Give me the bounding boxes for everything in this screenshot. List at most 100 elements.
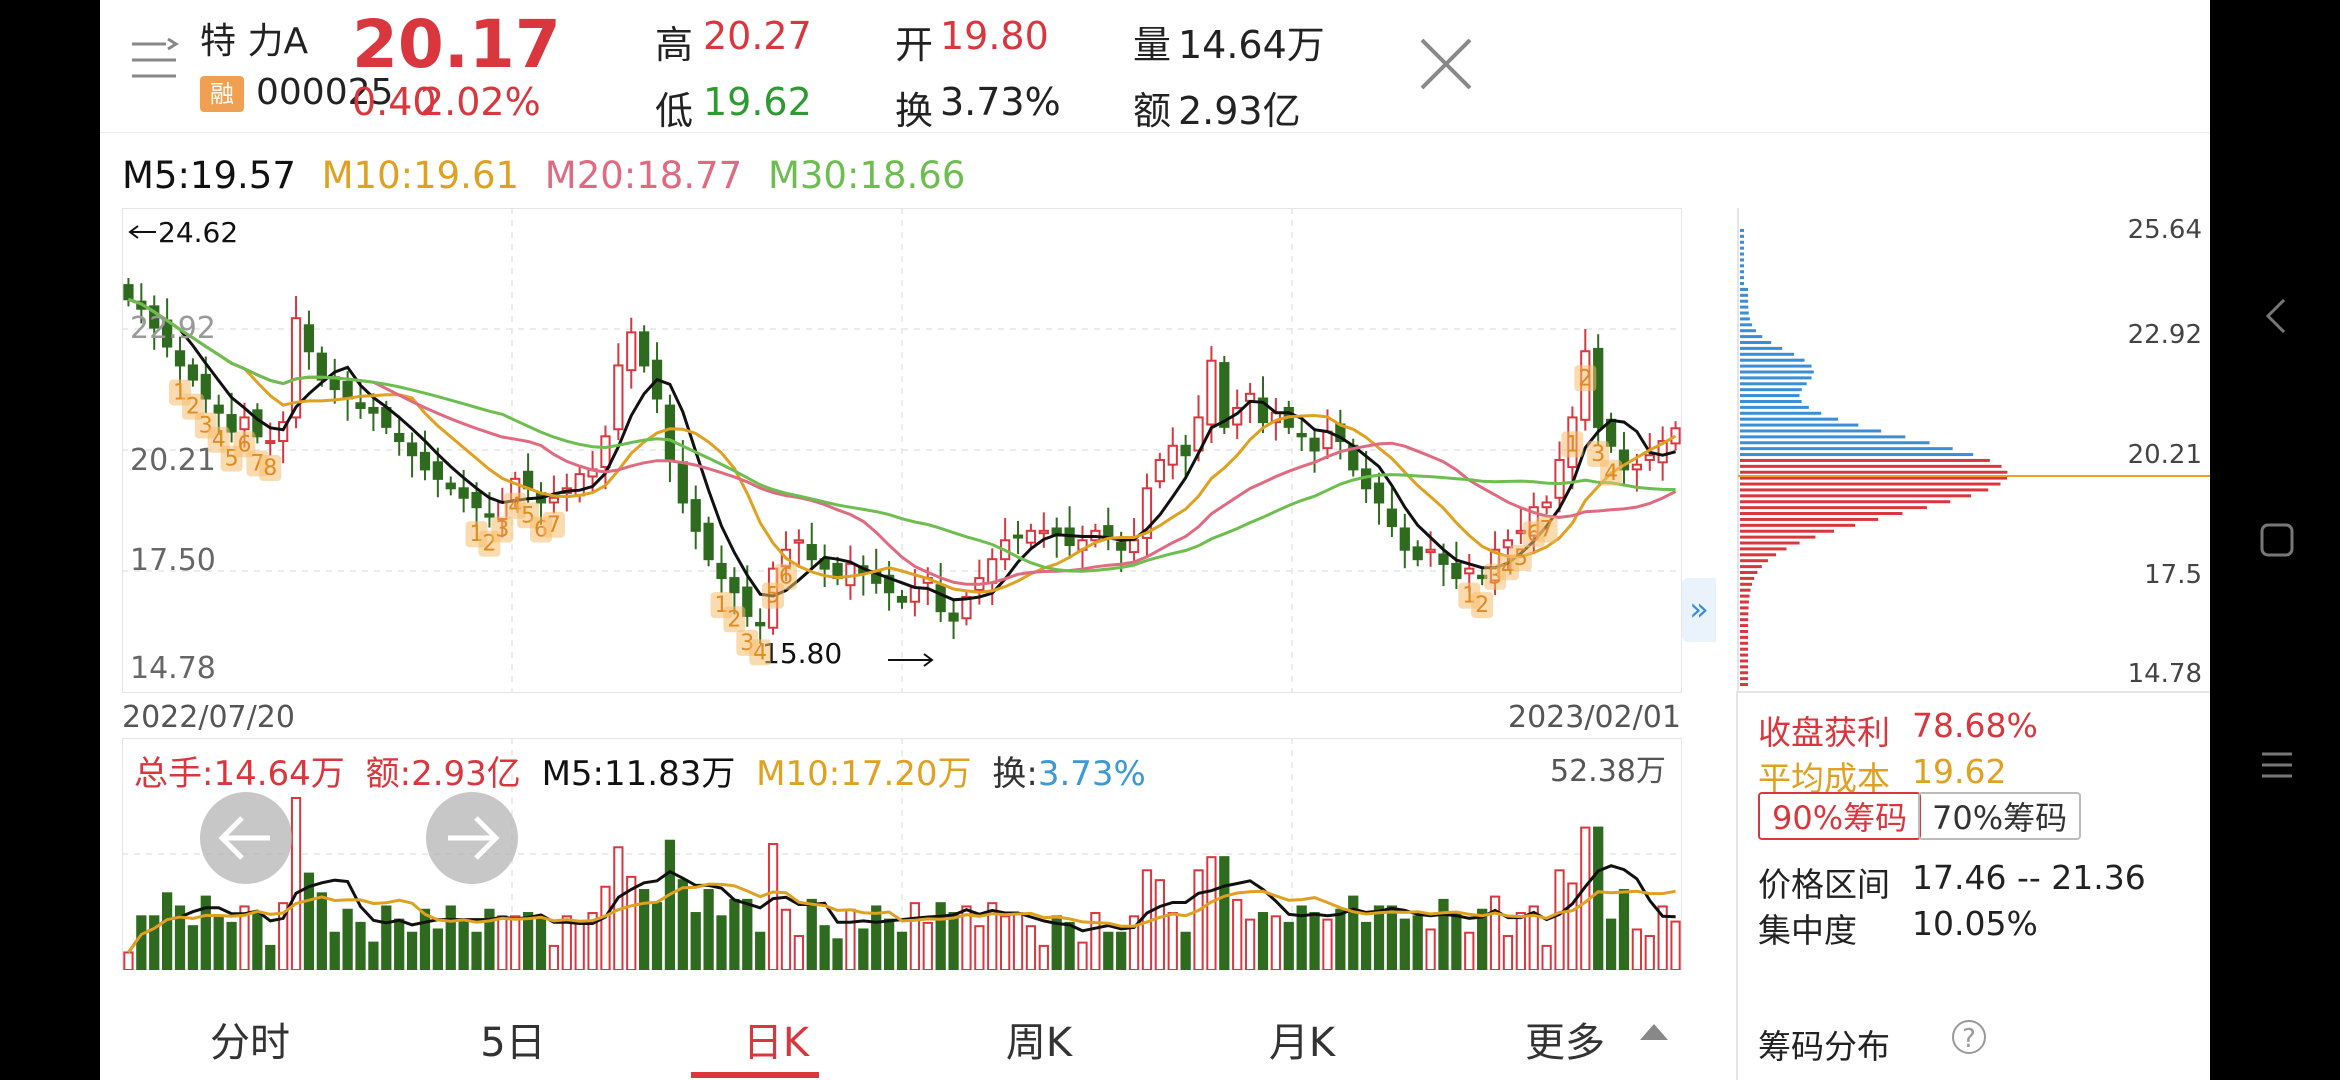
chip-bar: [1740, 494, 1972, 498]
volume-bar: [419, 908, 431, 970]
vol-m10: M10:17.20万: [756, 754, 972, 794]
chip-bar: [1740, 635, 1749, 639]
volume-bar: [922, 921, 933, 970]
chip-bars-layer: [1740, 228, 2008, 687]
ma5-label: M5:19.57: [122, 154, 296, 197]
turnover-label: 换: [895, 89, 934, 133]
collapse-triangle-icon[interactable]: [1640, 1024, 1668, 1040]
help-icon[interactable]: ?: [1952, 1020, 1986, 1054]
svg-text:3: 3: [495, 517, 509, 542]
volume-bar: [1541, 944, 1552, 970]
volume-bar: [1618, 889, 1630, 970]
prev-arrow-button[interactable]: [200, 792, 292, 884]
td-mark: 2: [723, 606, 746, 633]
chip-tick-14: 14.78: [2128, 659, 2202, 689]
tab-more[interactable]: 更多: [1525, 1020, 1605, 1066]
candle: [1670, 421, 1681, 451]
chip-bar: [1740, 606, 1749, 610]
volume-bar: [1554, 869, 1565, 970]
volume-bar: [136, 915, 147, 970]
volume-bar: [1064, 921, 1075, 970]
volume-bar: [858, 928, 869, 970]
vol-ma10-line: [127, 882, 1676, 954]
volume-bar: [1631, 928, 1643, 970]
chip-bar: [1740, 618, 1749, 622]
volume-bar: [703, 889, 714, 970]
volume-bar: [987, 902, 998, 970]
candle: [948, 598, 959, 640]
chip-70-button[interactable]: 70%筹码: [1918, 792, 2082, 840]
chip-bar: [1740, 382, 1807, 386]
candles-layer: [123, 278, 1681, 644]
volume-bar: [239, 905, 250, 970]
chip-bar: [1740, 399, 1802, 403]
arrow-right-icon: [448, 816, 500, 860]
chip-90-button[interactable]: 90%筹码: [1758, 792, 1922, 840]
chip-bar: [1740, 352, 1795, 356]
volume-bar: [561, 915, 572, 970]
volume-bar: [600, 885, 611, 970]
tab-5day[interactable]: 5日: [480, 1020, 546, 1066]
expand-chip-panel-button[interactable]: »: [1682, 578, 1716, 642]
candle: [613, 343, 624, 441]
nav-home-icon[interactable]: [2260, 523, 2294, 561]
chip-bar: [1740, 323, 1753, 327]
next-arrow-button[interactable]: [426, 792, 518, 884]
volume-chart[interactable]: [122, 738, 1682, 970]
volume-bar: [1116, 931, 1127, 970]
ma-legend: M5:19.57 M10:19.61 M20:18.77 M30:18.66: [122, 154, 965, 197]
volume-bar: [651, 902, 663, 970]
tab-monthly-k[interactable]: 月K: [1268, 1020, 1336, 1066]
volume-bar: [226, 921, 237, 970]
volume-bar: [1515, 912, 1526, 970]
chip-tick-25: 25.64: [2128, 215, 2202, 245]
volume-bar: [1283, 921, 1294, 970]
tab-weekly-k[interactable]: 周K: [1005, 1020, 1073, 1066]
chip-range-label: 价格区间: [1758, 865, 1890, 904]
tab-daily-k[interactable]: 日K: [742, 1020, 810, 1066]
close-icon[interactable]: [1418, 36, 1474, 92]
chip-bar: [1740, 246, 1744, 250]
volume-bar: [1477, 908, 1488, 970]
tab-intraday[interactable]: 分时: [210, 1020, 290, 1066]
candle: [1025, 523, 1037, 550]
chip-bar: [1740, 234, 1744, 238]
volume-bar: [1361, 921, 1372, 970]
chip-bar: [1740, 582, 1753, 586]
volume-bar: [368, 941, 379, 970]
chip-bar: [1740, 488, 1989, 492]
volume-bar: [961, 905, 972, 970]
chip-bar: [1740, 311, 1749, 315]
volume-bar: [793, 935, 804, 970]
chip-bar: [1740, 512, 1903, 516]
volume-bar: [626, 875, 637, 970]
nav-back-icon[interactable]: [2262, 296, 2292, 340]
price-change-pct: 2.02%: [420, 80, 541, 124]
nav-recents-icon[interactable]: [2260, 748, 2294, 786]
amount-label: 额: [1133, 89, 1172, 133]
volume-bar: [161, 892, 173, 970]
candle: [639, 325, 650, 373]
candle: [303, 310, 315, 370]
candle: [806, 522, 817, 571]
kline-chart[interactable]: 20.21 17.50 14.78 22.92 24.62 15.80 1 2 3 4…: [122, 208, 1682, 693]
volume-bar: [806, 898, 817, 970]
menu-icon[interactable]: [130, 37, 180, 82]
td-mark: 7: [542, 511, 565, 538]
volume-bar: [1528, 905, 1539, 970]
chip-range-value: 17.46 -- 21.36: [1912, 858, 2146, 897]
chip-bar: [1740, 287, 1749, 291]
price-tick-17: 17.50: [130, 543, 216, 578]
volume-bar: [1348, 895, 1359, 970]
svg-text:7: 7: [547, 513, 561, 538]
svg-text:2: 2: [1578, 366, 1592, 391]
chip-bar: [1740, 547, 1787, 551]
chip-bar: [1740, 665, 1749, 669]
td-mark: 6: [774, 563, 797, 590]
high-marker-value: 24.62: [158, 216, 238, 249]
volume-bar: [123, 951, 134, 970]
volume-bar: [845, 908, 856, 970]
chip-bar: [1740, 264, 1744, 268]
volume-bar: [342, 908, 353, 970]
